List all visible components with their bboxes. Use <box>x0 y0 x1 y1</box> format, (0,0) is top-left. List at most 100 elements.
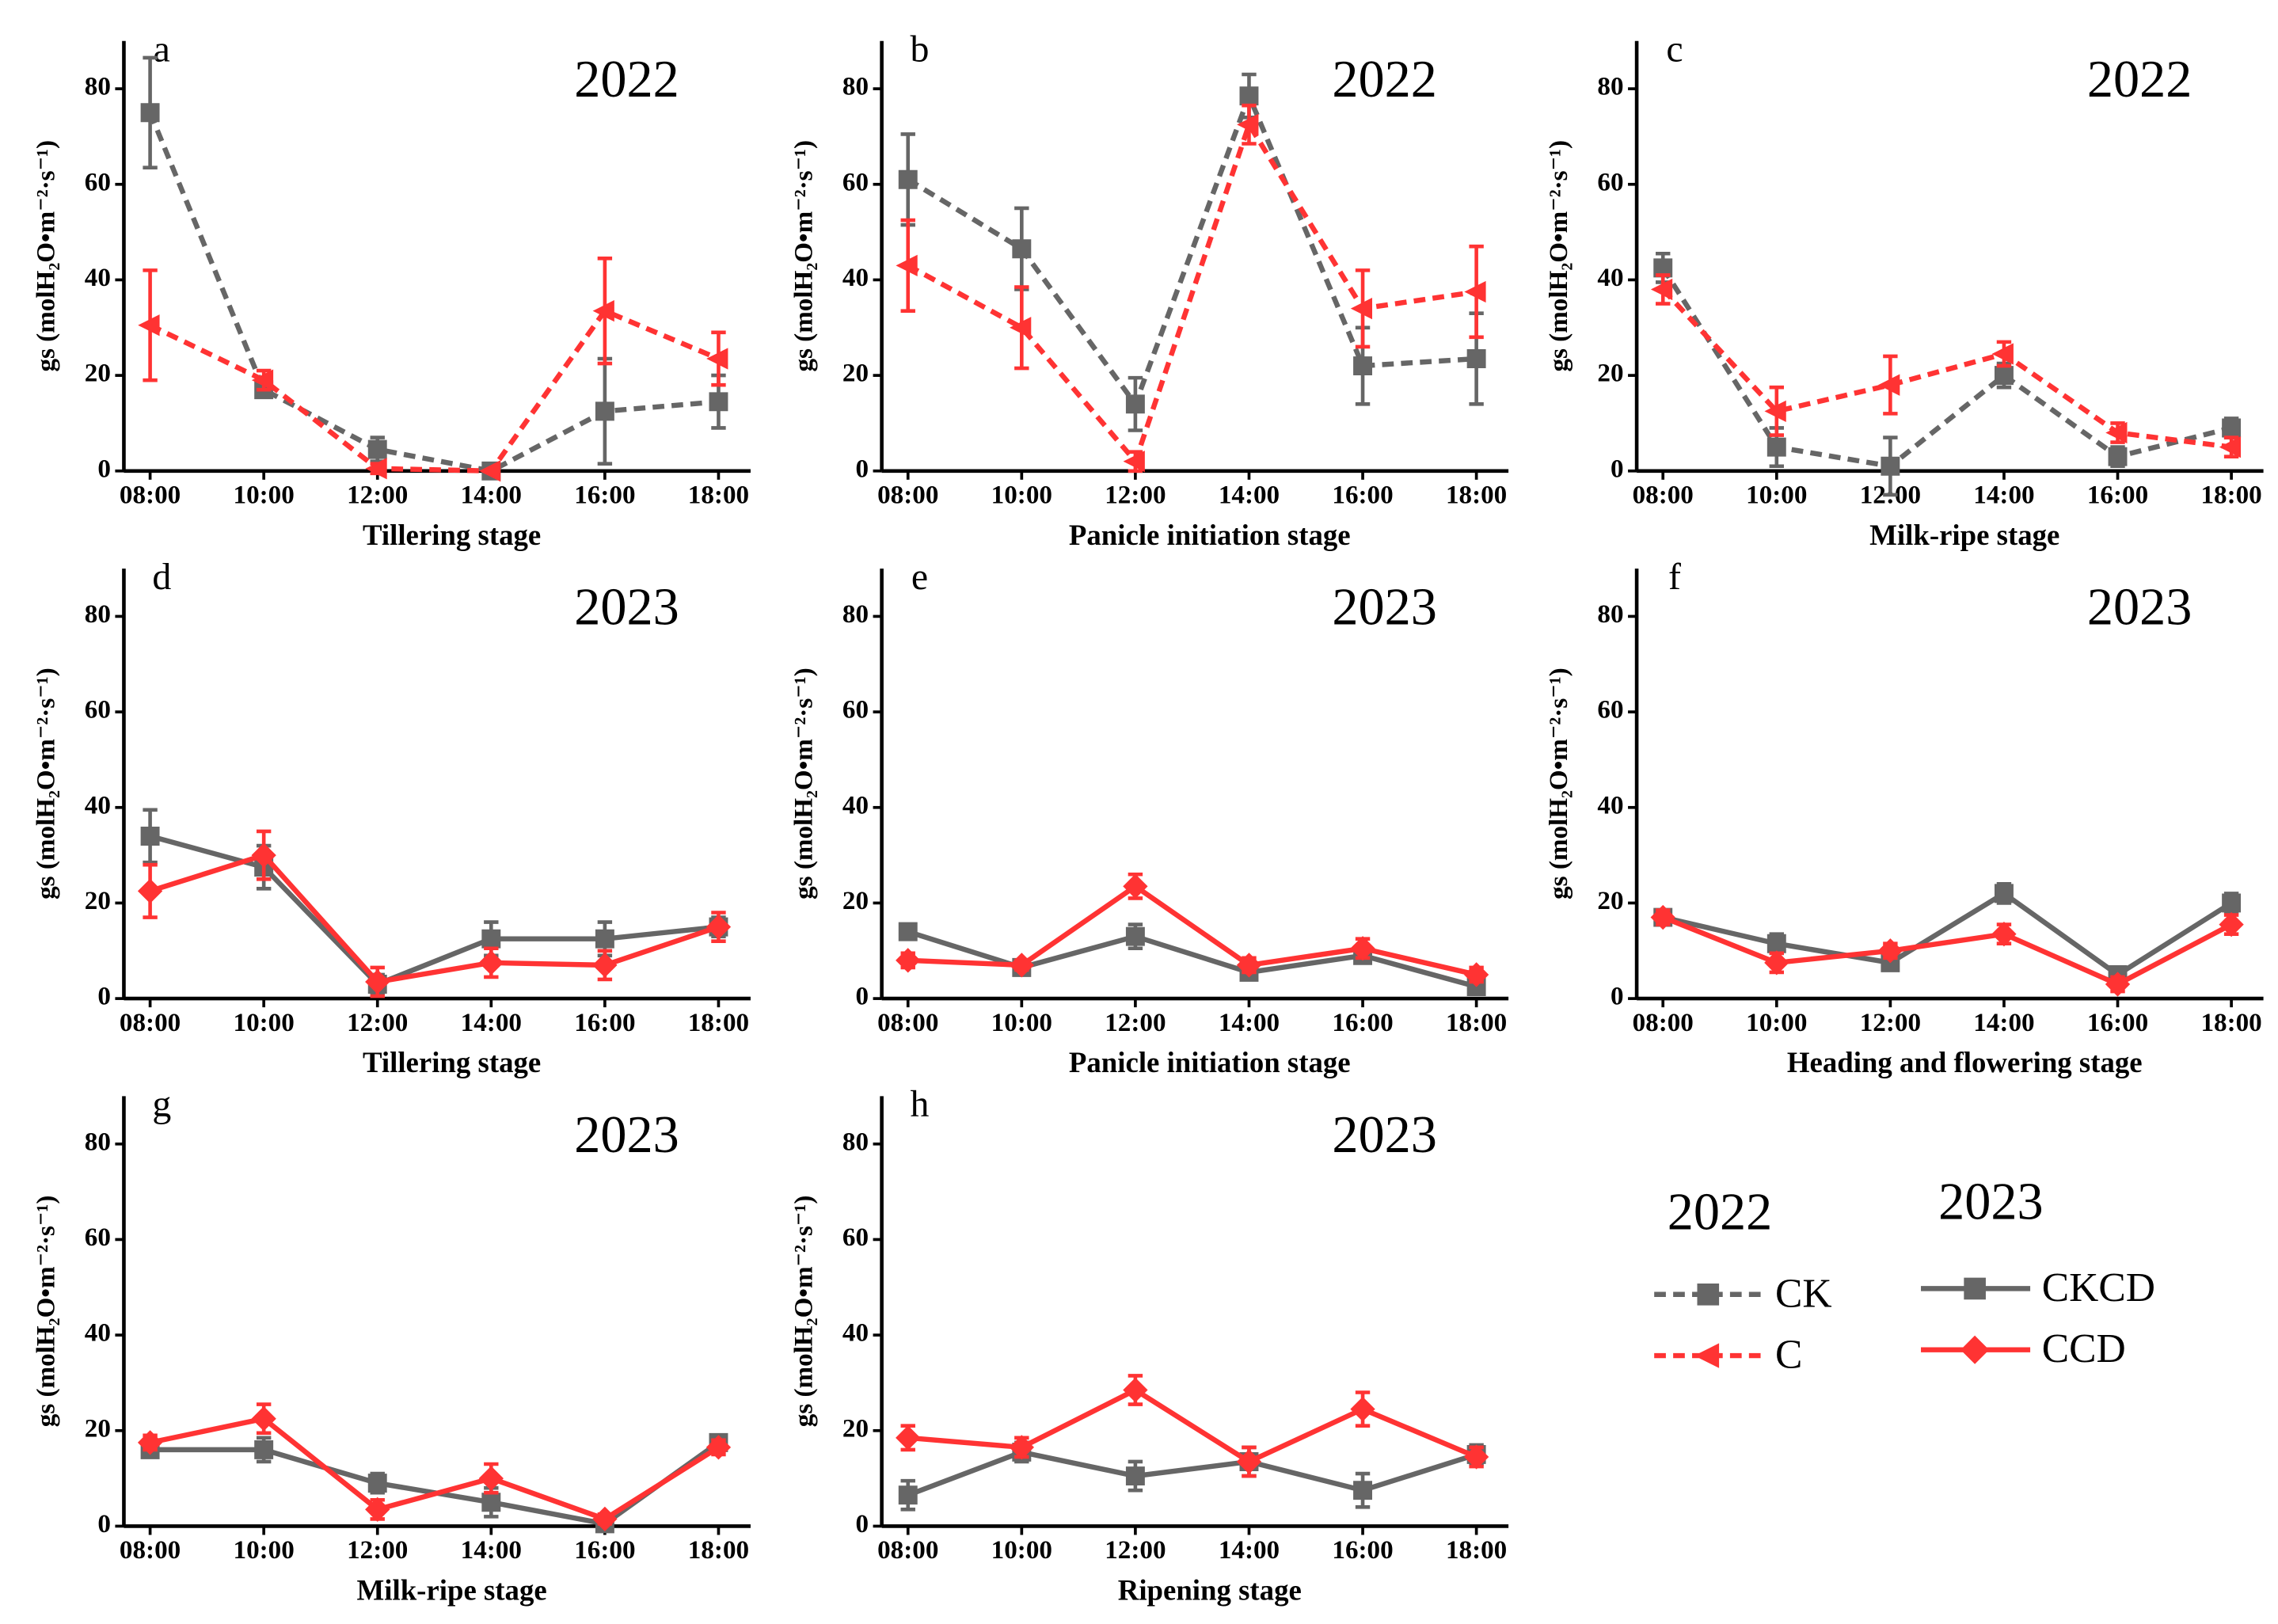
y-tick-label: 60 <box>1597 695 1623 725</box>
marker <box>140 103 160 123</box>
y-tick-label: 60 <box>85 695 111 725</box>
marker <box>1123 873 1148 899</box>
marker <box>1466 349 1486 368</box>
x-tick-label: 12:00 <box>1105 1008 1166 1037</box>
marker <box>1009 953 1034 978</box>
marker <box>1991 921 2017 947</box>
series-line <box>907 89 1477 410</box>
marker <box>365 969 390 995</box>
marker <box>1960 1335 1990 1364</box>
y-tick-label: 0 <box>97 454 111 483</box>
x-tick-label: 08:00 <box>120 481 181 510</box>
x-tick-label: 16:00 <box>2087 1008 2148 1037</box>
x-axis-label: Milk-ripe stage <box>1869 519 2059 551</box>
marker <box>898 1485 918 1505</box>
y-axis-label: gs (molH₂O•m⁻²·s⁻¹) <box>31 1196 60 1428</box>
x-tick-label: 08:00 <box>877 1535 938 1565</box>
y-tick-label: 40 <box>1597 263 1623 292</box>
marker <box>1353 1481 1373 1500</box>
y-tick-label: 40 <box>85 790 111 820</box>
marker <box>1350 298 1373 320</box>
x-tick-label: 12:00 <box>347 1535 408 1565</box>
marker <box>1012 239 1032 259</box>
x-tick-label: 14:00 <box>1219 1535 1280 1565</box>
marker <box>254 1440 274 1459</box>
marker <box>1964 1277 1986 1300</box>
marker <box>1994 884 2014 903</box>
x-axis-label: Tillering stage <box>363 519 541 551</box>
y-tick-label: 60 <box>85 1223 111 1252</box>
y-axis-label: gs (molH₂O•m⁻²·s⁻¹) <box>31 667 60 899</box>
year-annotation: 2022 <box>1332 51 1437 108</box>
marker <box>481 929 501 949</box>
y-axis-label: gs (molH₂O•m⁻²·s⁻¹) <box>1544 667 1573 899</box>
marker <box>1764 950 1789 976</box>
marker <box>1878 374 1900 396</box>
y-tick-label: 40 <box>842 790 869 820</box>
panel-label: d <box>152 556 171 598</box>
year-annotation: 2023 <box>574 1106 679 1164</box>
marker <box>896 948 921 973</box>
y-tick-label: 80 <box>842 599 869 629</box>
x-tick-label: 18:00 <box>1446 481 1507 510</box>
x-tick-label: 12:00 <box>1860 1008 1921 1037</box>
x-tick-label: 14:00 <box>1973 481 2034 510</box>
y-axis-label: gs (molH₂O•m⁻²·s⁻¹) <box>789 667 819 899</box>
y-tick-label: 0 <box>97 1509 111 1538</box>
panel-label: g <box>152 1083 171 1125</box>
marker <box>1350 1396 1375 1422</box>
marker <box>1650 278 1673 301</box>
marker <box>2108 447 2128 466</box>
marker <box>138 314 160 337</box>
panel-label: c <box>1666 28 1683 70</box>
series-line <box>147 112 719 474</box>
marker <box>898 169 918 189</box>
y-tick-label: 40 <box>842 263 869 292</box>
marker <box>479 460 501 482</box>
series-line <box>149 307 720 474</box>
x-tick-label: 08:00 <box>120 1008 181 1037</box>
y-tick-label: 80 <box>842 72 869 101</box>
marker <box>478 1466 504 1491</box>
year-annotation: 2022 <box>2087 51 2192 108</box>
legend-label: CKCD <box>2042 1265 2155 1310</box>
marker <box>1237 113 1259 135</box>
marker <box>2222 418 2242 438</box>
marker <box>1463 962 1489 987</box>
y-axis-label: gs (molH₂O•m⁻²·s⁻¹) <box>789 1196 819 1428</box>
marker <box>1881 456 1900 476</box>
y-tick-label: 40 <box>85 1318 111 1348</box>
y-tick-label: 60 <box>1597 167 1623 196</box>
marker <box>1125 394 1145 414</box>
marker <box>367 1474 387 1493</box>
y-tick-label: 0 <box>855 1509 869 1538</box>
legend-label: CK <box>1775 1271 1832 1316</box>
x-tick-label: 16:00 <box>1332 1535 1393 1565</box>
y-tick-label: 80 <box>1597 599 1623 629</box>
marker <box>2105 421 2128 444</box>
legend-label: CCD <box>2042 1326 2126 1371</box>
y-tick-label: 20 <box>842 359 869 388</box>
marker <box>1764 400 1786 422</box>
y-tick-label: 0 <box>1611 454 1624 483</box>
x-tick-label: 16:00 <box>1332 1008 1393 1037</box>
marker <box>1123 451 1145 473</box>
series-line <box>1660 287 2232 450</box>
legend-title: 2023 <box>1938 1173 2044 1231</box>
year-annotation: 2023 <box>1332 1106 1437 1164</box>
marker <box>1766 437 1786 457</box>
marker <box>1463 1444 1489 1470</box>
marker <box>2219 911 2244 938</box>
series-line <box>907 883 1477 978</box>
x-tick-label: 18:00 <box>688 1008 749 1037</box>
x-axis-label: Tillering stage <box>363 1046 541 1078</box>
marker <box>1350 936 1375 961</box>
marker <box>705 1435 732 1460</box>
x-axis-label: Ripening stage <box>1118 1574 1302 1607</box>
year-annotation: 2023 <box>574 579 679 637</box>
marker <box>1877 938 1903 964</box>
y-tick-label: 60 <box>85 167 111 196</box>
x-tick-label: 16:00 <box>574 481 635 510</box>
marker <box>896 1425 921 1451</box>
marker <box>2219 435 2242 458</box>
